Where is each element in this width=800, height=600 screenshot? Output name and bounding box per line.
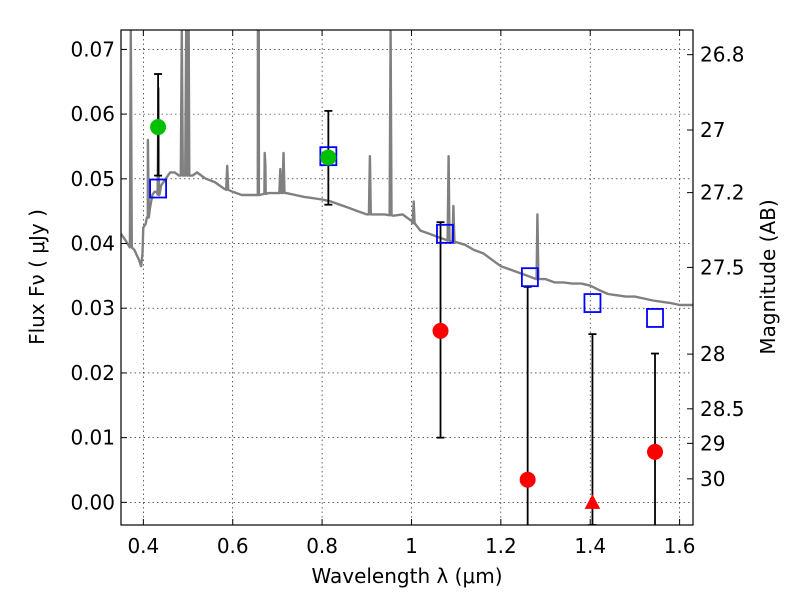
observed-point-circle (150, 119, 167, 136)
magnitude-tick-label: 26.8 (700, 43, 745, 67)
magnitude-tick-label: 30 (700, 467, 725, 491)
y-tick-label: 0.00 (70, 490, 115, 514)
observed-point-circle (647, 443, 664, 460)
grid-lines (121, 30, 693, 525)
x-tick-label: 0.4 (127, 534, 159, 558)
spectrum-line (121, 30, 693, 307)
error-bars (154, 73, 660, 525)
model-point-square (436, 223, 454, 244)
magnitude-tick-label: 27.2 (700, 181, 745, 205)
y-tick-label: 0.01 (70, 426, 115, 450)
observed-point-circle (432, 322, 449, 339)
plot-frame (120, 29, 694, 526)
y-tick-label: 0.06 (70, 102, 115, 126)
y-axis-ticks: 0.00 0.01 0.02 0.03 0.04 0.05 0.06 0.07 (70, 37, 127, 514)
observed-point-circle (320, 149, 337, 166)
magnitude-axis-ticks: 26.8 27 27.2 27.5 28 28.5 29 30 (687, 43, 745, 491)
x-tick-label: 1.4 (574, 534, 606, 558)
y-axis-label: Flux Fν ( μJy ) (25, 209, 49, 345)
magnitude-tick-label: 28 (700, 342, 725, 366)
model-point-square (149, 178, 167, 199)
magnitude-tick-label: 27 (700, 118, 725, 142)
y-tick-label: 0.05 (70, 167, 115, 191)
y-tick-label: 0.03 (70, 296, 115, 320)
x-tick-label: 1.6 (664, 534, 696, 558)
observed-point-circle (519, 471, 536, 488)
x-tick-label: 1 (405, 534, 418, 558)
x-tick-label: 0.6 (217, 534, 249, 558)
upper-limit-triangle (584, 494, 601, 509)
y-tick-label: 0.04 (70, 232, 115, 256)
template-spectrum (121, 30, 693, 307)
model-point-square (646, 308, 664, 328)
model-point-square (583, 293, 602, 313)
y-tick-label: 0.07 (70, 37, 115, 61)
x-axis-label: Wavelength λ (μm) (311, 564, 502, 588)
x-tick-label: 0.8 (306, 534, 338, 558)
magnitude-tick-label: 28.5 (700, 397, 745, 421)
y-tick-label: 0.02 (70, 361, 115, 385)
data-markers (149, 119, 664, 509)
magnitude-axis-label: Magnitude (AB) (756, 199, 780, 354)
model-point-square (520, 267, 539, 288)
magnitude-tick-label: 29 (700, 431, 725, 455)
magnitude-tick-label: 27.5 (700, 255, 745, 279)
x-axis-ticks: 0.4 0.6 0.8 1 1.2 1.4 1.6 (127, 30, 696, 558)
x-tick-label: 1.2 (485, 534, 517, 558)
